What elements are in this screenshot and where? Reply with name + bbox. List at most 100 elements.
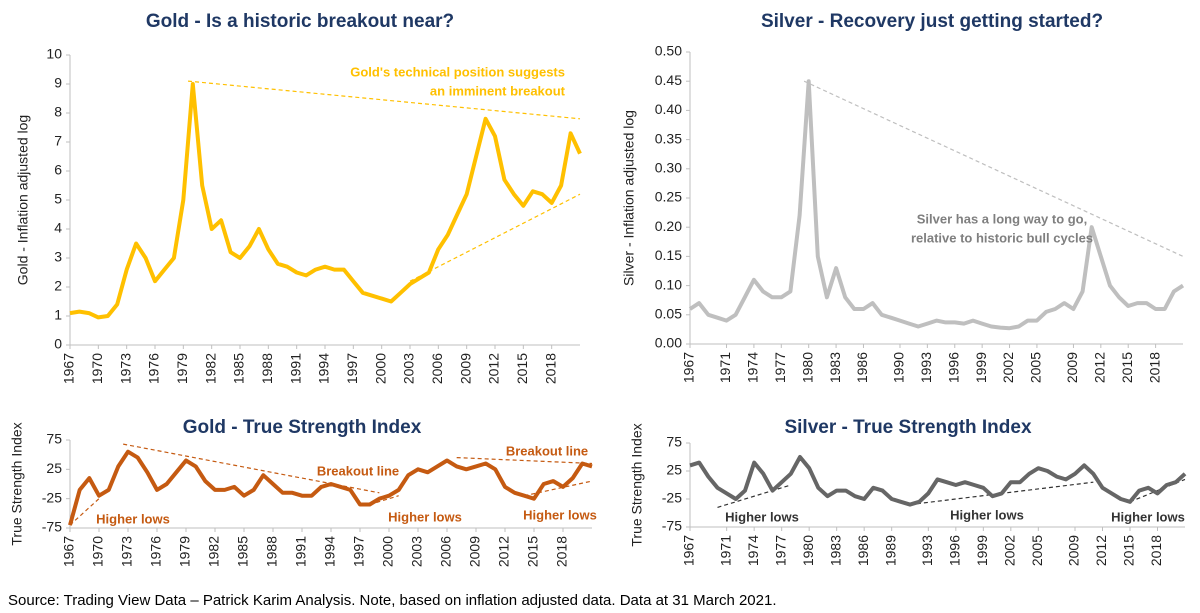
x-tick-label: 1967 [681,535,697,566]
x-tick-label: 1974 [745,535,761,566]
chart-title: Silver - Recovery just getting started? [761,11,1103,32]
x-tick-label: 1993 [919,535,935,566]
x-tick-label: 1967 [61,536,77,567]
annotation: Higher lows [523,507,597,522]
y-tick-label: 0.20 [655,218,682,234]
x-tick-label: 1994 [322,536,338,567]
x-tick-label: 2000 [372,353,388,384]
y-tick-label: 1 [54,307,62,323]
x-tick-label: 1980 [800,535,816,566]
x-tick-label: 1994 [316,353,332,384]
x-tick-label: 1991 [287,353,303,384]
x-tick-label: 1997 [351,536,367,567]
y-tick-label: 8 [54,104,62,120]
x-tick-label: 2012 [496,536,512,567]
x-tick-label: 2012 [486,353,502,384]
annotation: Higher lows [950,507,1024,522]
y-tick-label: 6 [54,162,62,178]
annotation: Silver has a long way to go, [917,211,1088,226]
data-line [69,82,582,320]
x-tick-label: 2009 [1066,535,1082,566]
trend-line [456,457,593,465]
y-tick-label: 0.05 [655,306,682,322]
x-tick-label: 1988 [264,536,280,567]
y-tick-label: 0.25 [655,189,682,205]
x-tick-label: 2003 [409,536,425,567]
x-tick-label: 1971 [717,535,733,566]
x-tick-label: 1985 [231,353,247,384]
annotation: Higher lows [1111,509,1185,524]
x-tick-label: 1976 [146,353,162,384]
y-tick-label: 75 [46,431,62,447]
x-tick-label: 1990 [891,352,907,383]
chart-title: Gold - Is a historic breakout near? [146,11,454,32]
x-tick-label: 1967 [681,352,697,383]
x-tick-label: 1996 [945,352,961,383]
annotation: Higher lows [725,509,799,524]
x-tick-label: 2006 [438,536,454,567]
x-tick-label: 2015 [514,353,530,384]
y-tick-label: 9 [54,75,62,91]
x-tick-label: 1986 [854,352,870,383]
annotation: Higher lows [388,509,462,524]
x-tick-label: 2012 [1092,352,1108,383]
annotation: Higher lows [96,511,170,526]
y-tick-label: -25 [42,489,62,505]
y-tick-label: 0.00 [655,335,682,351]
y-tick-label: 75 [666,434,682,450]
x-tick-label: 2002 [1002,535,1018,566]
x-tick-label: 1979 [174,353,190,384]
x-tick-label: 1979 [177,536,193,567]
annotation: relative to historic bull cycles [911,230,1093,245]
x-tick-label: 2003 [401,353,417,384]
data-line [68,449,593,526]
x-tick-label: 1993 [918,352,934,383]
x-tick-label: 1971 [717,352,733,383]
y-axis-label: Gold - Inflation adjusted log [15,115,31,285]
x-tick-label: 1997 [344,353,360,384]
annotation: Breakout line [317,463,399,478]
y-tick-label: 25 [666,462,682,478]
x-tick-label: 1976 [148,536,164,567]
y-axis-label: Silver - Inflation adjusted log [621,110,637,286]
x-tick-label: 2005 [1029,535,1045,566]
x-tick-label: 1973 [119,536,135,567]
source-note: Source: Trading View Data – Patrick Kari… [8,592,777,609]
x-tick-label: 2009 [467,536,483,567]
x-tick-label: 2018 [1148,535,1164,566]
trend-line [369,495,399,506]
x-tick-label: 1991 [293,536,309,567]
data-line [689,455,1187,507]
y-tick-label: 0.15 [655,247,682,263]
x-tick-label: 1977 [772,535,788,566]
chart-title: Gold - True Strength Index [183,417,422,438]
annotation: Breakout line [506,443,588,458]
x-tick-label: 1988 [259,353,275,384]
y-tick-label: 7 [54,133,62,149]
y-tick-label: 0.35 [655,130,682,146]
x-tick-label: 1973 [117,353,133,384]
annotation: Gold's technical position suggests [350,64,565,79]
y-tick-label: 4 [54,220,62,236]
data-line [688,79,1185,331]
x-tick-label: 2000 [380,536,396,567]
x-tick-label: 2015 [1121,535,1137,566]
x-tick-label: 2005 [1028,352,1044,383]
x-tick-label: 1985 [235,536,251,567]
y-tick-label: 0.10 [655,276,682,292]
y-tick-label: -75 [42,519,62,535]
y-tick-label: 0.50 [655,43,682,59]
x-tick-label: 1977 [772,352,788,383]
x-tick-label: 1999 [974,535,990,566]
x-tick-label: 1980 [799,352,815,383]
y-tick-label: 0.45 [655,72,682,88]
x-tick-label: 1986 [855,535,871,566]
x-tick-label: 1983 [827,352,843,383]
y-axis-label: True Strength Index [629,423,645,546]
x-tick-label: 2018 [554,536,570,567]
x-tick-label: 1967 [61,353,77,384]
y-tick-label: 0 [54,336,62,352]
trend-line [187,80,581,120]
y-tick-label: 3 [54,249,62,265]
